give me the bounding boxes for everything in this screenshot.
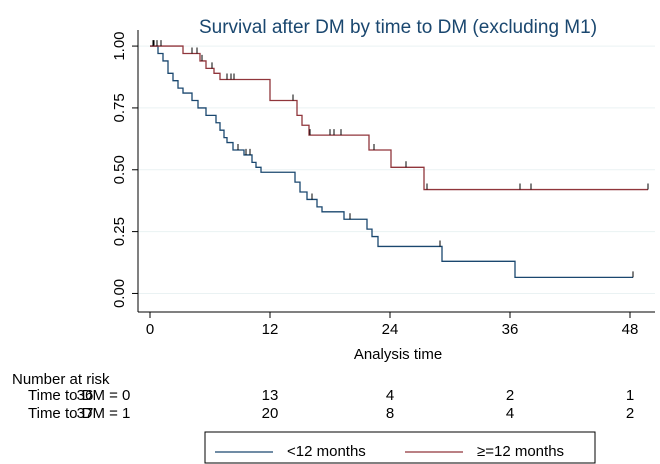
risk-value: 4 (506, 405, 514, 422)
survival-line (150, 45, 633, 279)
y-tick-label: 1.00 (111, 31, 128, 60)
y-tick-label: 0.25 (111, 217, 128, 246)
risk-value: 2 (626, 405, 634, 422)
risk-value: 8 (386, 405, 394, 422)
y-tick-label: 0.00 (111, 279, 128, 308)
x-axis-label: Analysis time (354, 346, 442, 363)
legend-box (204, 431, 596, 464)
x-tick-label: 48 (622, 321, 639, 338)
y-tick-label: 0.50 (111, 155, 128, 184)
legend-label: ≥=12 months (477, 443, 564, 460)
survival-line (150, 45, 648, 191)
risk-value: 20 (262, 405, 279, 422)
risk-value: 37 (77, 405, 94, 422)
y-tick-label: 0.75 (111, 93, 128, 122)
legend-label: <12 months (287, 443, 366, 460)
x-tick-label: 24 (382, 321, 399, 338)
risk-title: Number at risk (12, 371, 110, 388)
risk-row-label: Time to DM = 0 (28, 387, 130, 404)
x-tick-label: 0 (146, 321, 154, 338)
x-tick-label: 36 (502, 321, 519, 338)
chart-title: Survival after DM by time to DM (excludi… (199, 17, 597, 38)
risk-value: 2 (506, 387, 514, 404)
risk-value: 13 (262, 387, 279, 404)
risk-value: 36 (77, 387, 94, 404)
risk-row-label: Time to DM = 1 (28, 405, 130, 422)
risk-value: 1 (626, 387, 634, 404)
x-tick-label: 12 (262, 321, 279, 338)
risk-value: 4 (386, 387, 394, 404)
